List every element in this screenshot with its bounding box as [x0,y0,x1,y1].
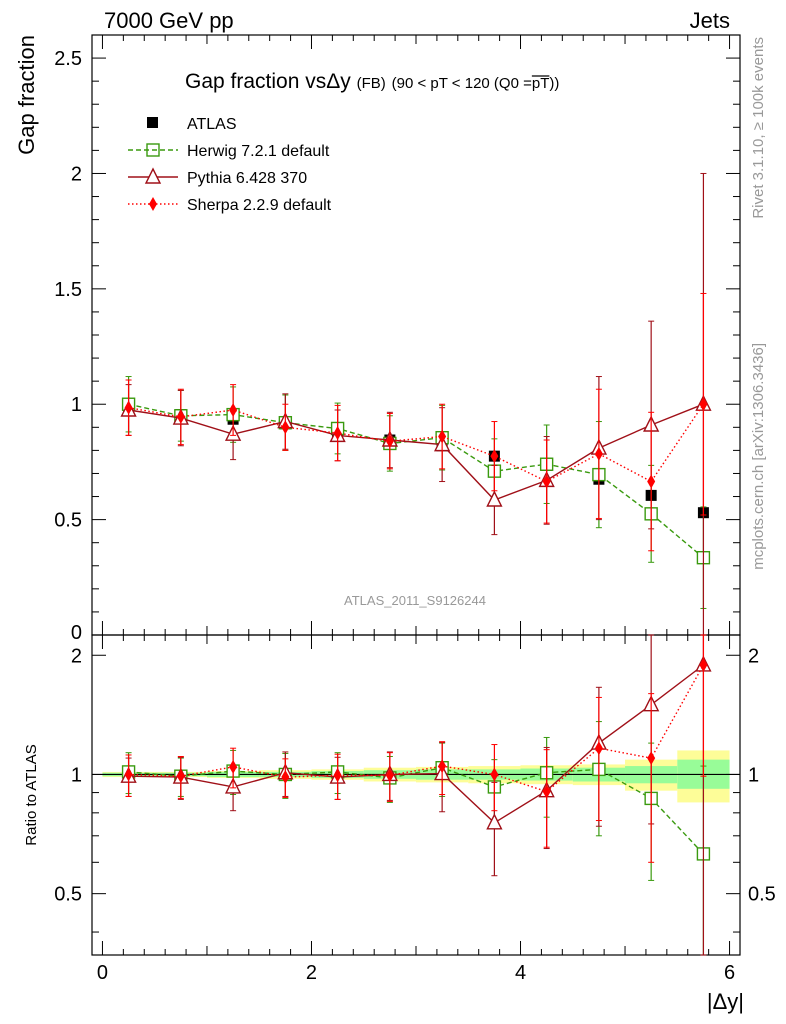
ratio-xtick-label: 0 [97,962,108,984]
q0-pt: pT [532,75,550,92]
main-ytick-label: 2 [71,163,82,185]
main-herwig-line [128,403,704,559]
main-sherpa-point [594,446,603,461]
main-ytick-label: 1.5 [54,279,82,301]
legend-sherpa-marker [149,197,157,211]
legend-pythia-marker [144,167,162,184]
main-sherpa-point [176,409,185,424]
main-sherpa-point [124,400,133,415]
main-title: Gap fraction vsΔy (FB) (90 < pT < 120 (Q… [185,70,559,93]
header-right: Jets [690,8,730,33]
ratio-xtick-label: 6 [724,962,735,984]
ratio-ytick-label-left: 0.5 [54,884,82,906]
ratio-pythia-line [128,664,704,824]
main-sherpa-point [333,426,342,441]
main-ytick-label-zero: 0 [71,622,82,644]
legend-atlas-marker [147,117,158,128]
ratio-sherpa-point [542,784,551,799]
main-sherpa-point [438,429,447,444]
main-sherpa-line [128,403,704,483]
ratio-sherpa-point [124,767,133,782]
ratio-sherpa-point [699,657,708,672]
mcplots-label: mcplots.cern.ch [arXiv:1306.3436] [750,343,767,570]
main-ytick-label: 1 [71,394,82,416]
legend-herwig-marker [146,143,160,157]
analysis-watermark: ATLAS_2011_S9126244 [344,593,486,608]
header-left: 7000 GeV pp [104,8,234,33]
ratio-xtick-label: 4 [515,962,526,984]
main-ytick-label: 0.5 [54,510,82,532]
ratio-sherpa-point [281,770,290,785]
main-sherpa-point [699,397,708,412]
rivet-label: Rivet 3.1.10, ≥ 100k events [750,37,767,219]
xlabel: |Δy| [707,989,744,1014]
ratio-herwig-line [128,766,704,855]
ratio-sherpa-point [438,759,447,774]
main-ytick-label: 2.5 [54,48,82,70]
ratio-sherpa-point [490,767,499,782]
main-sherpa-point [647,474,656,489]
legend: ATLAS Herwig 7.2.1 default Pythia 6.428 … [128,116,332,214]
ratio-pythia-point [486,813,503,830]
main-sherpa-point [385,434,394,449]
ratio-sherpa-point [385,768,394,783]
ratio-sherpa-point [176,769,185,784]
ratio-sherpa-line [128,664,705,793]
ratio-ytick-label-left: 2 [71,645,82,667]
main-ylabel: Gap fraction [14,35,39,155]
ratio-ytick-label-right: 0.5 [748,884,776,906]
main-sherpa-point [542,474,551,489]
legend-pythia-label: Pythia 6.428 370 [187,170,307,187]
legend-atlas-label: ATLAS [187,116,237,133]
main-sherpa-point [281,420,290,435]
ratio-ytick-label-left: 1 [71,764,82,786]
ratio-sherpa-point [333,768,342,783]
ratio-xtick-label: 2 [306,962,317,984]
ratio-sherpa-point [647,751,656,766]
ratio-panel-frame [91,634,741,956]
main-pythia-point [486,490,503,507]
main-sherpa-point [490,449,499,464]
ratio-sherpa-point [594,741,603,756]
ratio-ylabel: Ratio to ATLAS [23,744,40,845]
legend-herwig-label: Herwig 7.2.1 default [187,143,330,160]
main-sherpa-point [229,403,238,417]
legend-sherpa-label: Sherpa 2.2.9 default [187,197,332,214]
main-pythia-line [128,403,704,501]
ratio-ytick-label-right: 2 [748,645,759,667]
ratio-ytick-label-right: 1 [748,764,759,786]
ratio-sherpa-point [229,759,238,774]
